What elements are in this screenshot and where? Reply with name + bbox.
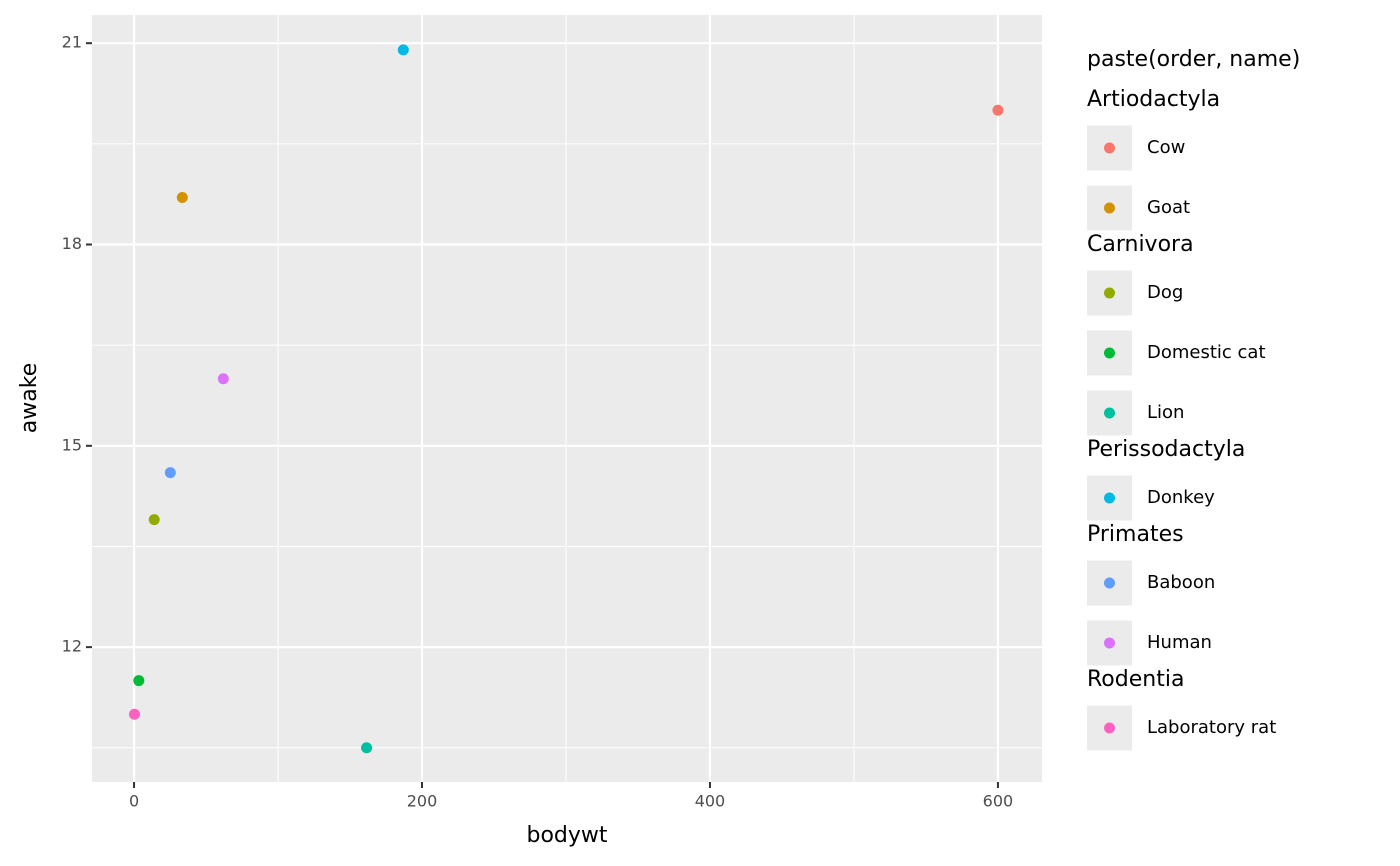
legend-label: Baboon [1147,572,1215,593]
legend-marker [1104,407,1115,419]
legend-marker [1104,492,1115,504]
point [397,44,409,56]
point [217,373,229,385]
point [148,514,160,526]
y-tick-label: 12 [62,637,82,656]
legend-group-title: Primates [1087,522,1184,547]
point [133,675,145,687]
point [128,708,140,720]
legend-group-title: Artiodactyla [1087,87,1220,112]
panel [92,15,1042,782]
point [992,104,1004,116]
legend-label: Lion [1147,402,1184,423]
legend-label: Dog [1147,282,1183,303]
point [164,467,176,479]
legend-marker [1104,202,1115,214]
legend-label: Cow [1147,137,1185,158]
legend-marker [1104,287,1115,299]
y-tick-label: 21 [62,33,82,52]
legend-label: Donkey [1147,487,1215,508]
legend-group-title: Carnivora [1087,232,1194,257]
legend-label: Human [1147,632,1212,653]
legend-group-title: Perissodactyla [1087,437,1245,462]
legend-label: Laboratory rat [1147,717,1276,738]
x-tick-label: 600 [983,792,1014,811]
point [176,192,188,204]
y-tick-label: 15 [62,435,82,454]
y-axis-title: awake [17,363,42,433]
legend-marker [1104,577,1115,589]
legend-marker [1104,142,1115,154]
y-tick-label: 18 [62,234,82,253]
x-tick-label: 0 [129,792,139,811]
legend-group-title: Rodentia [1087,667,1184,692]
legend-label: Domestic cat [1147,342,1266,363]
legend-marker [1104,347,1115,359]
legend-title: paste(order, name) [1087,47,1300,72]
x-axis-title: bodywt [526,823,607,848]
x-tick-label: 400 [695,792,726,811]
legend-marker [1104,637,1115,649]
legend-marker [1104,722,1115,734]
x-tick-label: 200 [407,792,438,811]
legend-label: Goat [1147,197,1190,218]
point [361,742,373,754]
